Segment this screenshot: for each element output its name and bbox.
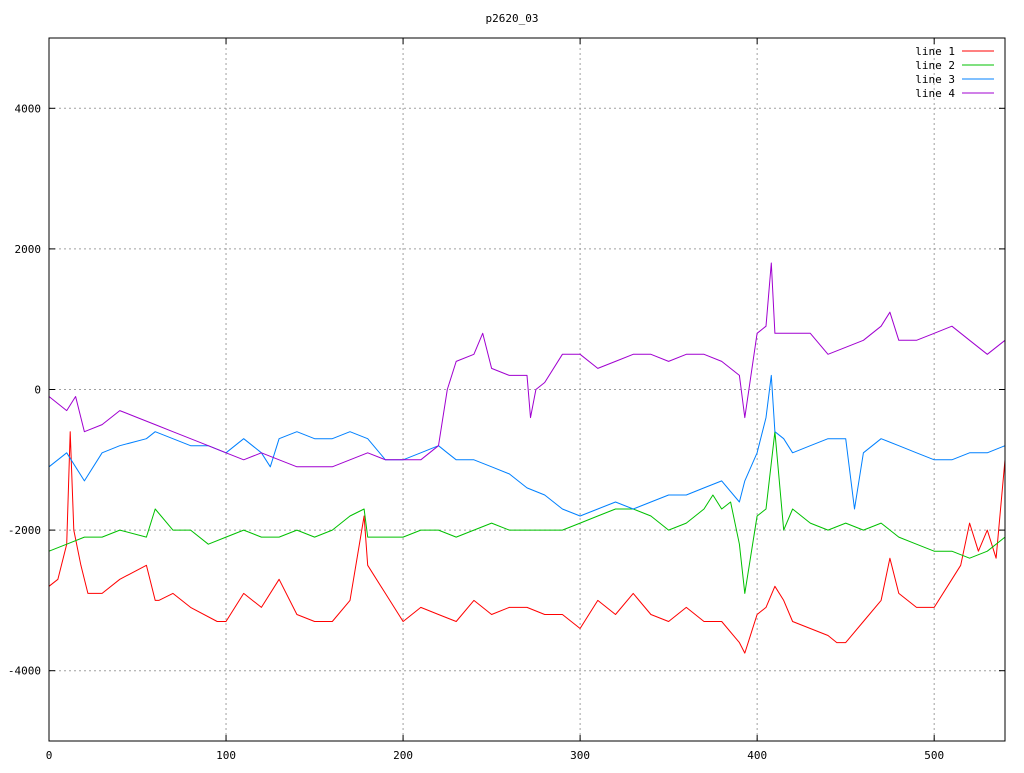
- x-tick-label: 100: [216, 749, 236, 762]
- x-tick-label: 500: [924, 749, 944, 762]
- series-line-4: [48, 262, 1006, 468]
- series-line-1: [48, 431, 1006, 654]
- legend-label-2: line 2: [915, 59, 955, 72]
- chart-title: p2620_03: [486, 12, 539, 25]
- y-tick-label: 4000: [15, 102, 42, 115]
- series-line-3: [48, 374, 1006, 517]
- plot-frame: [48, 37, 1006, 742]
- y-tick-label: 2000: [15, 243, 42, 256]
- series-line-2: [48, 431, 1006, 594]
- legend-label-1: line 1: [915, 45, 955, 58]
- x-tick-label: 300: [570, 749, 590, 762]
- axis-ticks: 0 100 200 300 400 500 -4000 -2000 0 2000 4000: [8, 38, 1005, 762]
- legend-label-4: line 4: [915, 87, 955, 100]
- y-tick-label: 0: [34, 384, 41, 397]
- legend-label-3: line 3: [915, 73, 955, 86]
- x-tick-label: 400: [747, 749, 767, 762]
- y-tick-label: -4000: [8, 665, 41, 678]
- y-tick-label: -2000: [8, 524, 41, 537]
- series-lines: [48, 262, 1006, 654]
- grid-lines: [49, 38, 1005, 741]
- x-tick-label: 200: [393, 749, 413, 762]
- x-tick-label: 0: [46, 749, 53, 762]
